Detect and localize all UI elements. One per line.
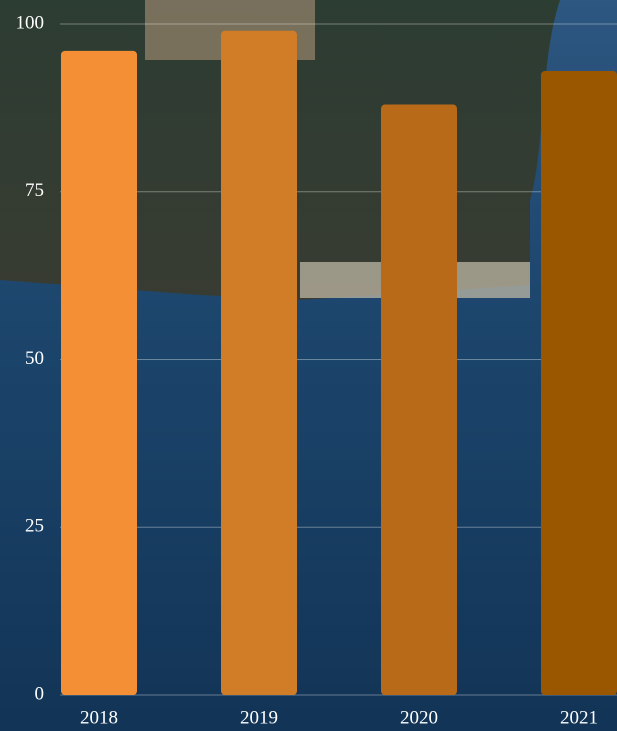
y-tick-label: 75: [25, 180, 44, 201]
bar: [221, 30, 297, 695]
y-tick-label: 100: [16, 12, 45, 33]
x-tick-label: 2021: [560, 707, 598, 728]
y-tick-label: 25: [25, 516, 44, 537]
bar: [541, 70, 617, 696]
y-tick-label: 50: [25, 348, 44, 369]
bar: [61, 50, 137, 695]
x-tick-label: 2020: [400, 707, 438, 728]
x-tick-label: 2018: [80, 707, 118, 728]
x-tick-label: 2019: [240, 707, 278, 728]
y-tick-label: 0: [35, 683, 45, 704]
plot: 0 25 50 75 100 2018 2019 2020 2021: [16, 12, 617, 728]
bar: [381, 104, 457, 695]
